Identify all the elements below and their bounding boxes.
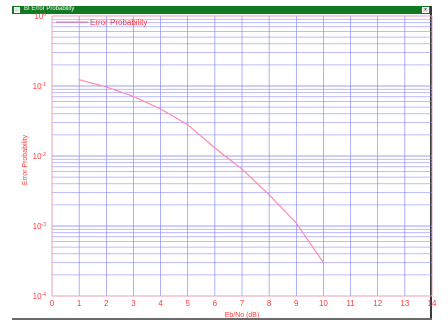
close-button[interactable]: × [422,7,429,13]
x-tick-label: 11 [346,299,355,308]
x-tick-label: 14 [428,299,437,308]
x-tick-label: 8 [267,299,272,308]
y-tick-label: 10-1 [33,82,47,91]
x-tick-label: 7 [240,299,245,308]
x-tick-label: 3 [131,299,136,308]
x-tick-label: 1 [77,299,82,308]
x-axis-title: Eb/No (dB) [225,312,260,319]
plot-area-frame [51,15,433,297]
y-axis-title: Error Probability [22,134,29,185]
y-tick-label: 10-3 [33,222,47,231]
series-layer [78,79,324,263]
window-menu-icon[interactable] [14,7,20,13]
y-tick-label: 10-4 [33,292,47,301]
legend-label: Error Probability [90,18,147,27]
x-tick-label: 12 [373,299,382,308]
window-border-bottom [12,318,432,320]
x-tick-label: 0 [50,299,55,308]
y-tick-label: 10-2 [33,152,47,161]
window-title: BI Error Probability [24,6,75,12]
x-tick-label: 9 [294,299,299,308]
x-tick-label: 2 [104,299,109,308]
x-tick-label: 4 [158,299,163,308]
x-tick-labels: 0 1 2 3 4 5 6 7 8 9 10 11 12 13 14 [50,299,437,308]
grid-lines [51,15,433,297]
x-tick-label: 6 [213,299,218,308]
y-tick-label: 100 [34,12,46,21]
series-line-0 [78,79,324,263]
x-tick-label: 13 [400,299,409,308]
legend: Error Probability [56,18,147,27]
x-tick-label: 10 [319,299,328,308]
x-tick-label: 5 [185,299,190,308]
y-tick-labels: 100 10-1 10-2 10-3 10-4 [33,12,47,301]
title-bar[interactable]: BI Error Probability × [12,6,430,14]
